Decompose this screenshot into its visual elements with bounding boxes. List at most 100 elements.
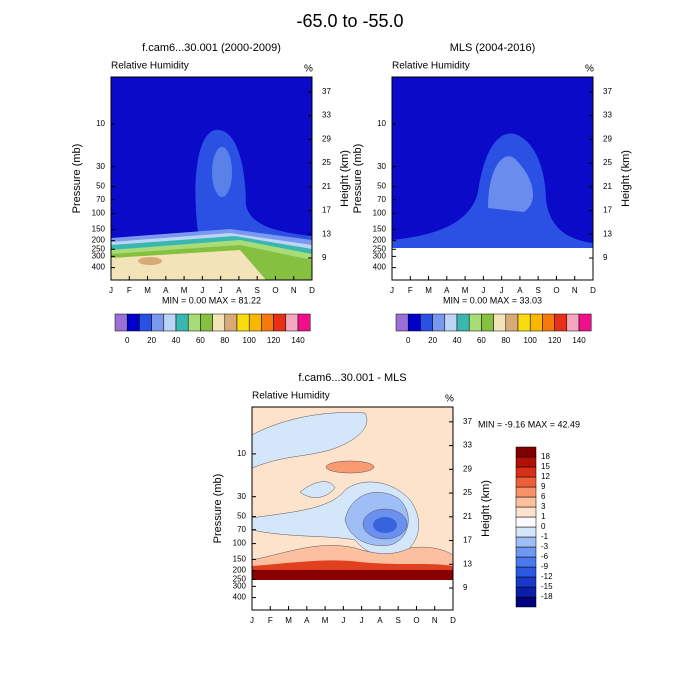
x-tick-label: N	[572, 286, 578, 295]
colorbar-box	[420, 313, 433, 332]
colorbar-label: 60	[477, 336, 486, 345]
colorbar-label: 120	[548, 336, 562, 345]
stats: MIN = 0.00 MAX = 81.22	[162, 295, 261, 305]
colorbar-box	[515, 506, 537, 518]
colorbar-box	[187, 313, 201, 332]
contour-field	[251, 407, 454, 610]
x-tick-label: S	[396, 616, 401, 625]
y2-axis-label: Height (km)	[480, 480, 492, 537]
y2-tick-label: 25	[463, 488, 472, 497]
y2-tick-label: 37	[322, 87, 331, 96]
colorbar-label: 40	[172, 336, 181, 345]
colorbar-box	[515, 526, 537, 538]
colorbar-label: 12	[541, 472, 550, 481]
y-tick-label: 30	[237, 492, 246, 501]
colorbar-box	[554, 313, 568, 332]
y2-tick-label: 17	[322, 206, 331, 215]
y2-tick-label: 29	[463, 464, 472, 473]
colorbar-label: 20	[428, 336, 437, 345]
colorbar-label: 9	[541, 482, 546, 491]
x-tick-label: A	[236, 286, 242, 295]
panel-title: MLS (2004-2016)	[450, 42, 536, 54]
x-tick-label: N	[432, 616, 438, 625]
y-tick-label: 50	[96, 182, 105, 191]
colorbar-box	[515, 566, 537, 578]
x-tick-label: S	[255, 286, 260, 295]
panel-subtitle: Relative Humidity	[392, 61, 470, 72]
colorbar-box	[505, 313, 519, 332]
contour-fill	[392, 248, 593, 280]
y2-tick-label: 17	[463, 536, 472, 545]
colorbar-box	[236, 313, 250, 332]
y-tick-label: 150	[373, 224, 387, 233]
colorbar-box	[261, 313, 274, 332]
stats: MIN = -9.16 MAX = 42.49	[478, 419, 580, 429]
y-tick-label: 150	[92, 224, 106, 233]
x-tick-label: A	[304, 616, 310, 625]
y-tick-label: 50	[377, 182, 386, 191]
colorbar-label: -1	[541, 532, 549, 541]
x-tick-label: J	[341, 616, 345, 625]
y-axis-label: Pressure (mb)	[71, 144, 83, 214]
colorbar-label: -6	[541, 552, 549, 561]
x-tick-label: F	[127, 286, 132, 295]
colorbar-box	[126, 313, 140, 332]
colorbar-box	[395, 313, 409, 332]
y2-tick-label: 33	[603, 111, 612, 120]
colorbar-label: 6	[541, 492, 546, 501]
colorbar-label: 140	[291, 336, 305, 345]
colorbar-box	[493, 313, 507, 332]
y2-tick-label: 37	[463, 417, 472, 426]
panel-title: f.cam6...30.001 (2000-2009)	[142, 42, 281, 54]
contour-field	[111, 77, 312, 280]
figure-title: -65.0 to -55.0	[296, 11, 403, 31]
x-tick-label: A	[517, 286, 523, 295]
y-tick-label: 250	[92, 244, 106, 253]
units: %	[304, 64, 313, 75]
y-tick-label: 200	[92, 236, 106, 245]
y2-axis-label: Height (km)	[620, 150, 632, 207]
x-tick-label: J	[481, 286, 485, 295]
colorbar-label: 0	[541, 522, 546, 531]
x-tick-label: J	[500, 286, 504, 295]
x-tick-label: J	[390, 286, 394, 295]
x-tick-label: O	[553, 286, 559, 295]
y-tick-label: 30	[96, 162, 105, 171]
colorbar-box	[224, 313, 238, 332]
x-tick-label: M	[462, 286, 469, 295]
colorbar-box	[515, 456, 537, 468]
x-tick-label: M	[285, 616, 292, 625]
y-tick-label: 10	[377, 119, 386, 128]
y-tick-label: 200	[373, 236, 387, 245]
colorbar-label: 120	[267, 336, 281, 345]
contour-fill	[138, 257, 162, 265]
x-tick-label: J	[219, 286, 223, 295]
colorbar-box	[175, 313, 189, 332]
y-tick-label: 300	[373, 251, 387, 260]
colorbar-box	[517, 313, 531, 332]
y2-tick-label: 9	[603, 253, 608, 262]
colorbar-box	[515, 446, 537, 458]
colorbar-label: 140	[572, 336, 586, 345]
x-tick-label: J	[200, 286, 204, 295]
y-tick-label: 150	[233, 554, 247, 563]
colorbar-box	[542, 313, 555, 332]
colorbar-label: 0	[125, 336, 130, 345]
colorbar-label: 20	[147, 336, 156, 345]
colorbar-label: 100	[243, 336, 257, 345]
units: %	[445, 394, 454, 405]
colorbar-box	[114, 313, 128, 332]
y2-tick-label: 37	[603, 87, 612, 96]
plot-frame	[110, 76, 313, 281]
x-tick-label: O	[413, 616, 419, 625]
y-tick-label: 400	[92, 263, 106, 272]
colorbar-box	[139, 313, 152, 332]
colorbar-label: 80	[501, 336, 510, 345]
x-tick-label: A	[163, 286, 169, 295]
x-tick-label: A	[444, 286, 450, 295]
y2-tick-label: 21	[463, 512, 472, 521]
plot-frame	[391, 76, 594, 281]
colorbar-label: 18	[541, 452, 550, 461]
y2-tick-label: 13	[322, 229, 331, 238]
x-tick-label: J	[250, 616, 254, 625]
